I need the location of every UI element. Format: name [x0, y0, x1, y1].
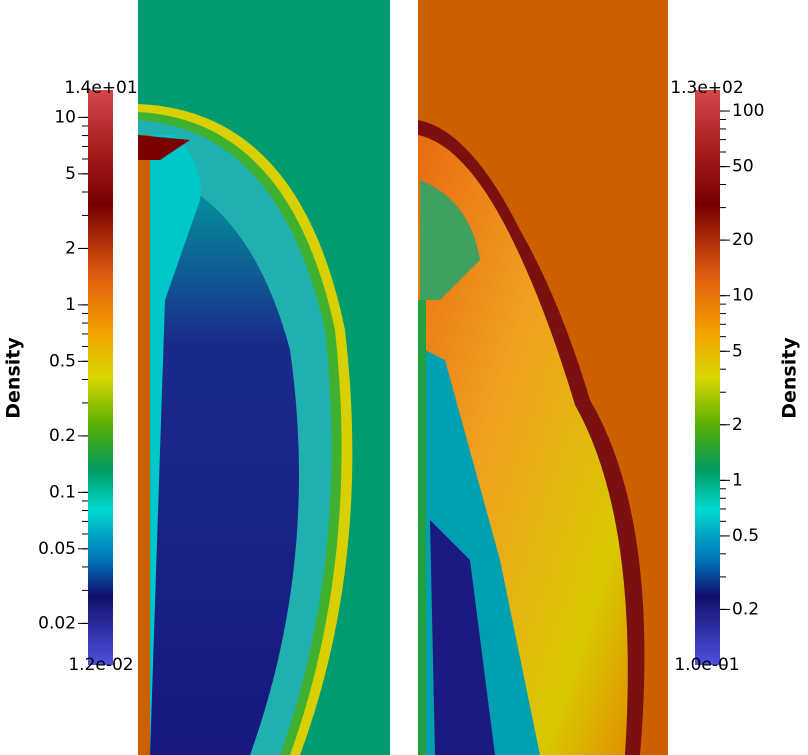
tick-label: 0.02	[38, 613, 76, 633]
range-label: 1.4e+01	[64, 78, 137, 98]
tick-label: 0.1	[49, 482, 76, 502]
tick-label: 20	[732, 230, 754, 250]
tick-label: 5	[65, 164, 76, 184]
colorbar-labels: 0.02 0.05 0.1 0.2 0.5 1 2 5 10 1.2e-02 1.4e+01 Dens…	[3, 78, 801, 675]
colorbar-title: Density	[779, 337, 801, 419]
tick-label: 0.5	[49, 351, 76, 371]
tick-label: 0.05	[38, 539, 76, 559]
range-label: 1.3e+02	[670, 78, 743, 98]
tick-label: 10	[732, 286, 754, 306]
right-image	[418, 0, 668, 755]
tick-label: 2	[65, 238, 76, 258]
tick-label: 10	[54, 107, 76, 127]
tick-label: 100	[732, 101, 764, 121]
range-label: 1.2e-02	[68, 655, 133, 675]
left-image	[138, 0, 390, 755]
tick-label: 1	[65, 295, 76, 315]
tick-label: 0.2	[49, 426, 76, 446]
range-label: 1.0e-01	[674, 655, 739, 675]
colorbar	[695, 90, 720, 665]
tick-label: 0.2	[732, 599, 759, 619]
colorbar	[88, 90, 113, 665]
tick-label: 5	[732, 341, 743, 361]
tick-label: 0.5	[732, 526, 759, 546]
colorbar-title: Density	[3, 337, 25, 419]
tick-label: 2	[732, 415, 743, 435]
tick-label: 50	[732, 157, 754, 177]
tick-label: 1	[732, 470, 743, 490]
